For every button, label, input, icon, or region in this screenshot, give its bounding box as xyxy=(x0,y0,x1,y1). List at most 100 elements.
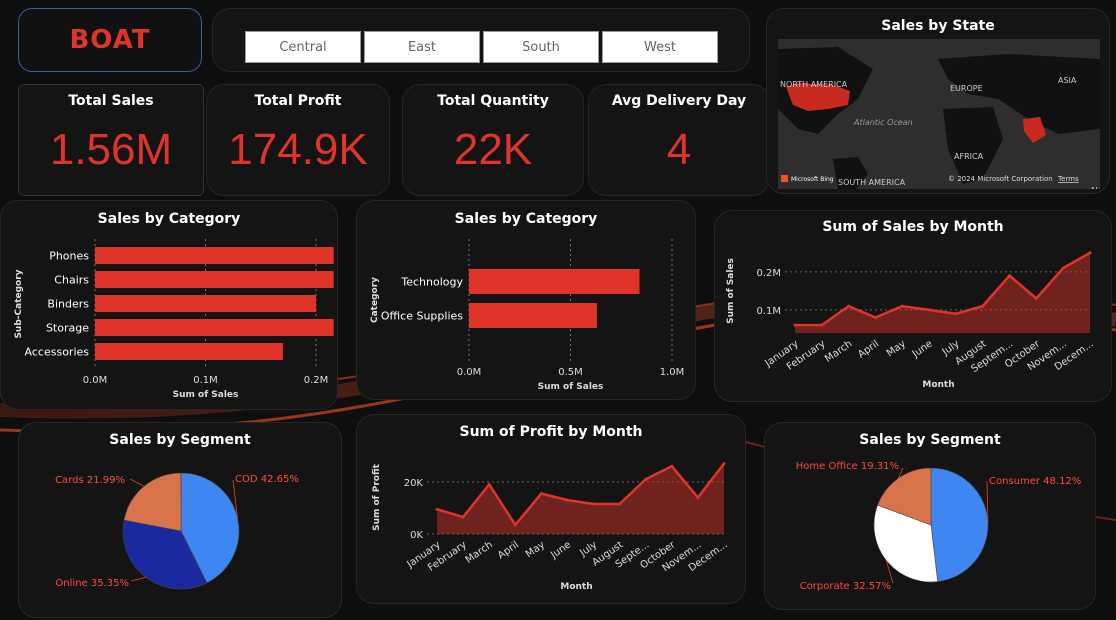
y-axis-title: Sub-Category xyxy=(14,269,24,338)
x-axis-title: Sum of Sales xyxy=(173,390,239,400)
subcat-chart-card: Sales by Category 0.0M 0.1M 0.2M Phones Chai… xyxy=(0,200,338,410)
usa-highlight xyxy=(786,83,850,111)
chart-title: Sales by Segment xyxy=(109,432,251,448)
x-tick-label: May xyxy=(885,338,908,359)
data-point xyxy=(1008,274,1012,278)
category-label: Binders xyxy=(47,298,89,311)
x-tick-label: June xyxy=(548,539,573,561)
data-point xyxy=(722,462,726,466)
x-tick-label: 0.0M xyxy=(83,375,108,386)
segment-pie-card-2: Sales by Segment Consumer 48.12% Corporat… xyxy=(764,422,1096,610)
bing-logo-icon xyxy=(781,175,788,182)
pie-slice xyxy=(877,467,932,526)
data-point xyxy=(670,464,674,468)
kpi-value: 22K xyxy=(453,125,533,174)
kpi-total-profit: Total Profit 174.9K xyxy=(206,84,390,196)
category-bar-chart[interactable]: 0.0M 0.5M 1.0M Technology Office Supplies Sum… xyxy=(357,201,697,401)
x-tick-label: April xyxy=(856,338,881,360)
kpi-total-sales: Total Sales 1.56M xyxy=(18,84,204,196)
x-axis-title: Sum of Sales xyxy=(538,382,604,392)
pie-slice xyxy=(123,472,182,532)
pie-slice xyxy=(122,519,208,590)
data-point xyxy=(513,523,517,527)
bar xyxy=(95,343,283,360)
chart-title: Sum of Sales by Month xyxy=(822,219,1004,235)
kpi-avg-delivery: Avg Delivery Day 4 xyxy=(588,84,770,196)
kpi-title: Avg Delivery Day xyxy=(611,93,747,109)
bar xyxy=(469,303,597,328)
category-label: Accessories xyxy=(25,346,90,359)
slice-label: Cards 21.99% xyxy=(55,475,125,486)
map-card: Sales by State NORTH AMERICA EUROPE ASIA… xyxy=(766,8,1110,194)
segment-pie-chart-2[interactable]: Consumer 48.12% Corporate 32.57% Home Offi… xyxy=(765,423,1097,611)
leader-line xyxy=(898,467,904,479)
india-highlight xyxy=(1023,117,1046,143)
pie-slice xyxy=(180,472,240,584)
bar xyxy=(95,247,334,264)
profit-month-card: Sum of Profit by Month 0K 20K January Febru… xyxy=(356,414,746,604)
slice-label: Home Office 19.31% xyxy=(796,461,899,472)
leader-line xyxy=(130,576,147,582)
leader-line xyxy=(129,478,145,487)
data-point xyxy=(1088,251,1092,255)
slice-label: Consumer 48.12% xyxy=(989,476,1081,487)
map-terms-link[interactable]: Terms xyxy=(1057,175,1079,183)
map-label-corner: AU xyxy=(1090,186,1100,189)
category-label: Chairs xyxy=(54,274,89,287)
x-tick-label: 1.0M xyxy=(660,367,685,378)
pie-slice xyxy=(873,504,939,583)
data-point xyxy=(1034,297,1038,300)
data-point xyxy=(435,507,439,511)
slice-label: Corporate 32.57% xyxy=(800,581,891,592)
kpi-value: 4 xyxy=(666,125,692,174)
kpi-title: Total Quantity xyxy=(437,93,549,109)
map-copyright: © 2024 Microsoft Corporation xyxy=(948,175,1053,183)
bing-text: Microsoft Bing xyxy=(791,176,834,183)
data-point xyxy=(618,502,622,506)
filter-east[interactable]: East xyxy=(364,31,480,63)
category-label: Office Supplies xyxy=(381,310,463,323)
y-axis-title: Sum of Profit xyxy=(372,463,382,531)
x-tick-label: March xyxy=(823,338,854,364)
area-fill xyxy=(437,463,724,534)
x-tick-label: April xyxy=(496,539,521,561)
filter-west[interactable]: West xyxy=(602,31,718,63)
filter-south[interactable]: South xyxy=(483,31,599,63)
africa-landmass xyxy=(943,107,1003,184)
data-point xyxy=(793,323,797,327)
x-tick-label: 0.1M xyxy=(193,375,218,386)
brand-logo: BOAT xyxy=(69,25,151,55)
leader-line xyxy=(986,480,989,522)
x-axis-title: Month xyxy=(922,380,954,390)
segment-pie-chart-1[interactable]: COD 42.65% Online 35.35% Cards 21.99% xyxy=(19,423,343,619)
data-point xyxy=(461,515,465,519)
kpi-value: 1.56M xyxy=(49,125,173,174)
kpi-value: 174.9K xyxy=(228,125,368,174)
category-label: Phones xyxy=(49,250,89,263)
data-point xyxy=(539,492,543,496)
map-label-eu: EUROPE xyxy=(950,84,983,93)
data-point xyxy=(927,308,931,312)
data-point xyxy=(487,482,491,486)
filter-central[interactable]: Central xyxy=(245,31,361,63)
region-slicer: Central East South West xyxy=(212,8,750,72)
series-line xyxy=(436,462,725,527)
map-label-asia: ASIA xyxy=(1058,76,1077,85)
chart-title: Sum of Profit by Month xyxy=(459,424,643,440)
sales-map[interactable]: NORTH AMERICA EUROPE ASIA Atlantic Ocean… xyxy=(778,39,1100,189)
logo-card: BOAT xyxy=(18,8,202,72)
map-title: Sales by State xyxy=(881,18,995,34)
kpi-total-quantity: Total Quantity 22K xyxy=(402,84,584,196)
slice-label: Online 35.35% xyxy=(55,578,129,589)
x-tick-label: 0.0M xyxy=(457,367,482,378)
series-line xyxy=(795,251,1091,327)
x-axis-title: Month xyxy=(560,582,592,592)
map-label-sa: SOUTH AMERICA xyxy=(838,178,906,187)
data-point xyxy=(644,477,648,481)
subcat-bar-chart[interactable]: 0.0M 0.1M 0.2M Phones Chairs Binders Storage Ac… xyxy=(1,201,339,411)
bar xyxy=(469,269,640,294)
data-point xyxy=(981,304,985,308)
chart-title: Sales by Category xyxy=(454,211,598,227)
